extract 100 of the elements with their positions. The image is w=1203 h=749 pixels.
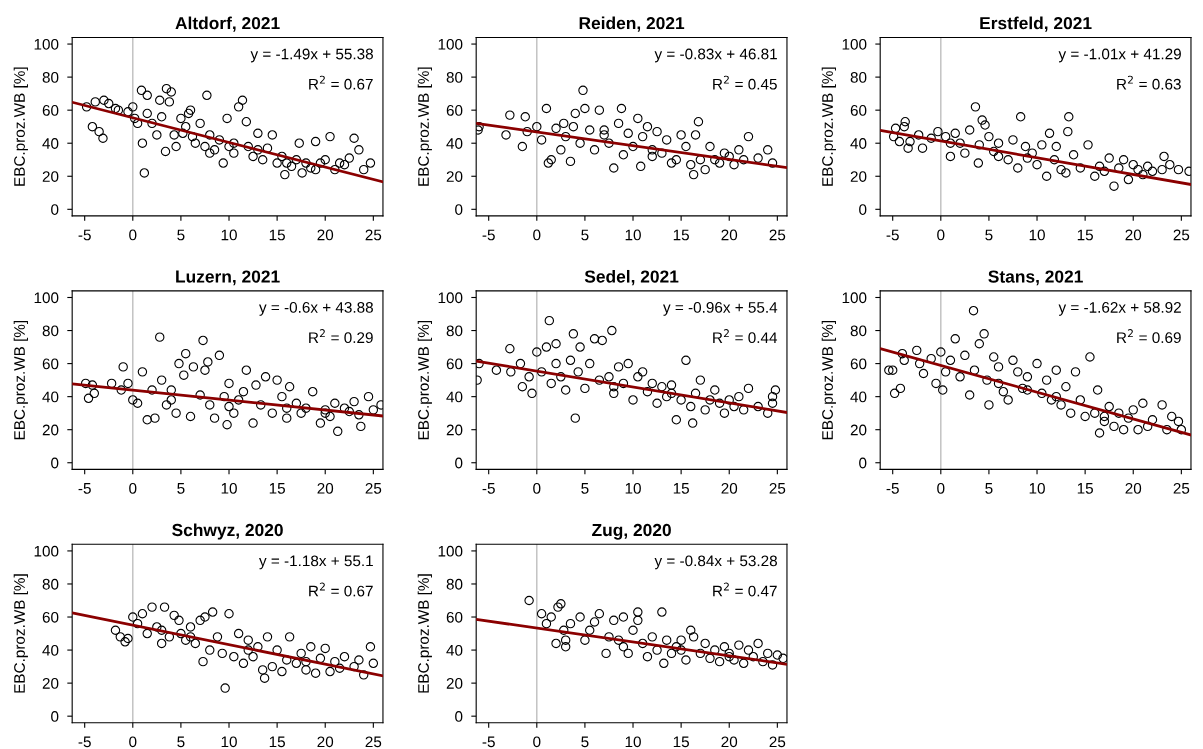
y-tick-label: 60 (850, 105, 867, 116)
y-tick-label: 40 (446, 644, 463, 656)
y-tick-label: 40 (446, 138, 463, 149)
x-tick-label: 25 (365, 229, 382, 241)
annotation: y = -0.96x + 55.4 (663, 302, 778, 316)
x-tick-label: 15 (269, 229, 285, 241)
chart-title: Stans, 2021 (988, 270, 1083, 286)
x-tick-label: 10 (625, 482, 641, 494)
x-tick-label: -5 (886, 229, 899, 241)
annotation: y = -1.49x + 55.38 (250, 48, 373, 63)
y-tick-label: 60 (42, 358, 59, 370)
y-axis-title: EBC.proz.WB [%] (417, 67, 432, 186)
y-tick-label: 100 (34, 545, 59, 557)
y-tick-label: 60 (446, 358, 463, 370)
x-tick-label: 5 (581, 736, 589, 748)
annotation: R$^{2}$ = 0.63 (1117, 75, 1181, 90)
x-tick-label: 10 (1029, 482, 1045, 494)
y-tick-label: 40 (42, 644, 59, 656)
y-tick-label: 100 (34, 38, 59, 50)
x-tick-label: 20 (721, 229, 738, 241)
annotation: y = -1.18x + 55.1 (259, 555, 373, 570)
y-tick-label: 100 (842, 292, 867, 304)
y-axis-title: EBC.proz.WB [%] (821, 320, 836, 440)
x-tick-label: -5 (482, 483, 495, 494)
y-tick-label: 100 (438, 38, 463, 50)
y-tick-label: 40 (42, 391, 59, 403)
y-tick-label: 0 (859, 457, 867, 469)
y-tick-label: 60 (850, 358, 867, 370)
x-tick-label: 5 (177, 483, 185, 494)
x-tick-label: 0 (533, 482, 541, 494)
x-tick-label: 25 (769, 736, 786, 748)
y-tick-label: 60 (446, 611, 463, 623)
chart-title: Altdorf, 2021 (175, 16, 280, 32)
y-tick-label: 80 (446, 578, 463, 590)
x-tick-label: 5 (985, 483, 993, 494)
y-axis-title: EBC.proz.WB [%] (13, 320, 28, 440)
chart-title: Sedel, 2021 (584, 269, 679, 286)
annotation: y = -0.83x + 46.81 (654, 48, 777, 63)
x-tick-label: 20 (317, 482, 334, 494)
chart-title: Erstfeld, 2021 (980, 16, 1092, 32)
x-tick-label: -5 (78, 229, 91, 241)
annotation: R$^{2}$ = 0.67 (309, 75, 373, 90)
chart-title: Luzern, 2021 (176, 270, 280, 286)
x-tick-label: 0 (533, 736, 541, 748)
y-axis-title: EBC.proz.WB [%] (13, 67, 28, 186)
x-tick-label: 15 (269, 736, 285, 748)
annotation: y = -0.6x + 43.88 (259, 302, 373, 316)
y-tick-label: 80 (42, 578, 59, 590)
chart-title: Reiden, 2021 (579, 16, 685, 32)
y-tick-label: 60 (42, 611, 59, 623)
annotation: R$^{2}$ = 0.44 (713, 329, 778, 344)
y-tick-label: 0 (859, 204, 867, 215)
x-tick-label: 5 (177, 736, 185, 748)
x-tick-label: 25 (1173, 482, 1190, 494)
x-tick-label: 5 (581, 483, 589, 494)
x-tick-label: 0 (937, 482, 945, 494)
y-axis-title: EBC.proz.WB [%] (417, 320, 432, 440)
y-tick-label: 20 (446, 171, 463, 182)
x-tick-label: 25 (365, 482, 382, 494)
y-tick-label: 80 (446, 71, 463, 83)
x-tick-label: 20 (317, 229, 334, 241)
annotation: y = -0.84x + 53.28 (654, 555, 777, 570)
y-tick-label: 20 (850, 171, 867, 182)
x-tick-label: 25 (365, 736, 382, 748)
x-tick-label: -5 (78, 736, 91, 748)
y-tick-label: 80 (850, 71, 867, 83)
y-tick-label: 40 (850, 391, 867, 403)
annotation: R$^{2}$ = 0.67 (309, 582, 373, 597)
y-axis-title: EBC.proz.WB [%] (417, 574, 432, 693)
x-tick-label: 15 (673, 483, 689, 494)
y-tick-label: 0 (51, 457, 59, 469)
x-tick-label: 0 (129, 482, 137, 494)
x-tick-label: 5 (177, 229, 185, 241)
annotation: R$^{2}$ = 0.47 (713, 582, 777, 597)
x-tick-label: 0 (533, 229, 541, 241)
y-axis-title: EBC.proz.WB [%] (821, 67, 836, 186)
y-tick-label: 0 (455, 457, 463, 469)
y-tick-label: 0 (51, 204, 59, 215)
x-tick-label: 10 (625, 229, 641, 241)
x-tick-label: 20 (1125, 229, 1142, 241)
y-tick-label: 80 (42, 325, 59, 337)
annotation: y = -1.01x + 41.29 (1058, 48, 1181, 63)
x-tick-label: 20 (721, 482, 738, 494)
x-tick-label: 15 (269, 483, 285, 494)
annotation: R$^{2}$ = 0.45 (713, 75, 777, 90)
y-tick-label: 0 (51, 711, 59, 722)
y-tick-label: 20 (42, 424, 59, 436)
annotation: R$^{2}$ = 0.69 (1117, 329, 1181, 344)
y-tick-label: 40 (42, 138, 59, 149)
y-tick-label: 80 (446, 325, 463, 337)
y-tick-label: 80 (850, 325, 867, 337)
x-tick-label: 0 (129, 229, 137, 241)
x-tick-label: 15 (673, 229, 689, 241)
x-tick-label: -5 (886, 483, 899, 494)
y-tick-label: 100 (34, 292, 59, 304)
x-tick-label: 10 (221, 736, 237, 748)
chart-title: Schwyz, 2020 (172, 523, 283, 540)
x-tick-label: 15 (1077, 483, 1093, 494)
x-tick-label: 10 (1029, 229, 1045, 241)
y-tick-label: 100 (438, 292, 463, 304)
